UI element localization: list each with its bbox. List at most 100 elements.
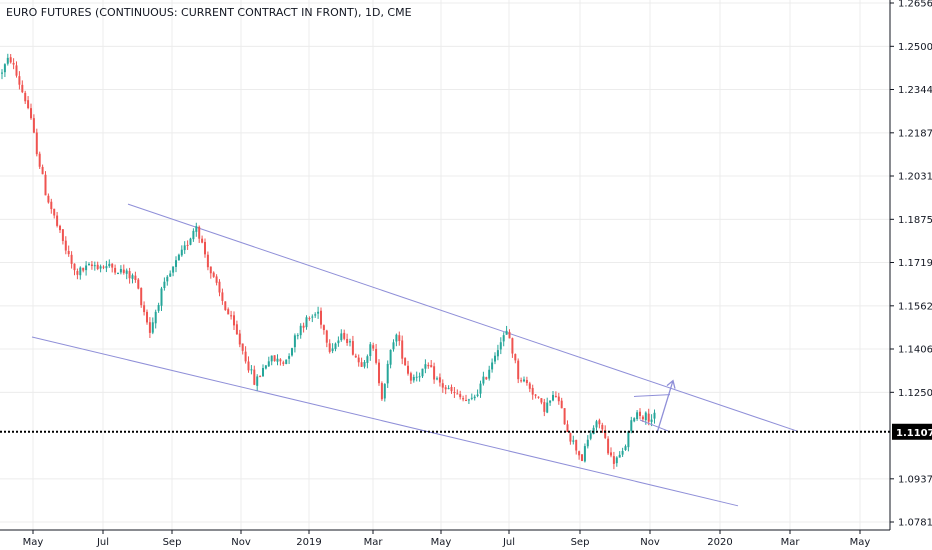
candle — [117, 272, 119, 275]
projection-arrow-head[interactable] — [666, 379, 676, 389]
candle-body — [114, 267, 117, 273]
price-tick-label: 1.09375 — [898, 474, 932, 485]
time-tick-label: Mar — [364, 537, 384, 548]
candle-body — [204, 241, 206, 255]
candle — [293, 333, 296, 353]
candle-body — [41, 166, 44, 175]
candle — [186, 240, 189, 250]
candle-body — [247, 361, 250, 371]
candle — [235, 320, 238, 335]
candle — [102, 265, 105, 270]
price-axis[interactable]: 1.26565 1.25000 1.23440 1.21875 1.20315 1.187… — [889, 0, 932, 530]
candle — [262, 364, 264, 377]
candle — [392, 339, 395, 352]
candle-body — [279, 359, 282, 362]
candle-body — [264, 365, 267, 369]
candle-body — [453, 391, 456, 393]
candle-body — [586, 439, 589, 447]
candle — [543, 398, 546, 417]
candle — [421, 368, 424, 378]
candle — [427, 362, 430, 369]
candle-body — [24, 92, 27, 102]
candle-body — [337, 340, 340, 344]
candle-body — [404, 358, 407, 366]
candle-body — [209, 266, 212, 274]
candle-body — [253, 369, 256, 385]
upper-trendline[interactable] — [127, 203, 798, 432]
candle — [270, 355, 273, 366]
candle — [288, 353, 291, 364]
candle — [523, 376, 525, 383]
candle — [320, 307, 322, 329]
candle-body — [496, 350, 499, 357]
candle — [250, 365, 253, 375]
candle-body — [482, 376, 485, 384]
candle-body — [317, 311, 320, 314]
candle — [383, 383, 386, 402]
candle — [134, 271, 137, 283]
candle — [360, 357, 363, 367]
candle-body — [180, 249, 183, 256]
candle — [485, 376, 488, 380]
candle-body — [206, 254, 209, 268]
candle-body — [624, 446, 627, 451]
candle — [418, 372, 421, 382]
candle — [340, 329, 343, 342]
candle-body — [293, 335, 296, 348]
candle-body — [444, 387, 447, 390]
candle-body — [459, 394, 462, 398]
candle-body — [476, 394, 479, 396]
candle — [505, 325, 508, 335]
candle-body — [534, 394, 537, 396]
candlestick-series — [1, 53, 656, 470]
candle-body — [540, 398, 543, 403]
lower-trendline[interactable] — [31, 336, 739, 507]
candle-body — [618, 454, 621, 458]
candle — [256, 374, 259, 391]
flag-lower-line[interactable] — [639, 419, 669, 432]
candle-body — [244, 351, 247, 362]
candle-body — [38, 153, 41, 167]
candle — [639, 408, 641, 420]
candle-body — [375, 348, 378, 363]
candle-body — [250, 369, 253, 371]
candle — [114, 264, 117, 275]
candle-body — [430, 365, 433, 368]
candle — [502, 332, 505, 347]
candle-body — [12, 62, 15, 65]
candle-body — [334, 343, 337, 350]
candle-body — [595, 421, 598, 428]
candle-body — [314, 314, 317, 316]
candle-body — [224, 301, 227, 310]
candle — [30, 103, 32, 120]
price-tick-label: 1.15625 — [898, 301, 932, 312]
candle — [357, 354, 360, 367]
time-axis[interactable]: May Jul Sep Nov 2019 Mar May Jul Sep Nov 2020 Mar Ma… — [0, 529, 890, 548]
flag-upper-line[interactable] — [633, 394, 671, 397]
candle-body — [354, 355, 357, 358]
candle-body — [201, 238, 204, 243]
candle — [447, 385, 450, 390]
candle-body — [108, 263, 111, 267]
price-tick-label: 1.18750 — [898, 215, 932, 226]
candle — [430, 360, 433, 368]
candle-body — [154, 311, 157, 324]
candle — [389, 349, 392, 369]
candle — [267, 356, 270, 367]
candle — [334, 342, 337, 352]
candle — [525, 376, 528, 386]
candle-body — [598, 420, 601, 425]
candle-body — [569, 433, 572, 442]
candle-body — [436, 378, 438, 380]
candle-body — [456, 393, 459, 395]
candle — [24, 90, 27, 105]
candle-body — [378, 362, 380, 384]
candle-body — [488, 369, 491, 379]
candle — [436, 376, 438, 381]
candle-body — [641, 416, 644, 420]
candle-body — [427, 364, 430, 367]
candle — [563, 408, 566, 425]
candle — [636, 410, 639, 421]
projection-arrow-shaft[interactable] — [656, 380, 674, 434]
